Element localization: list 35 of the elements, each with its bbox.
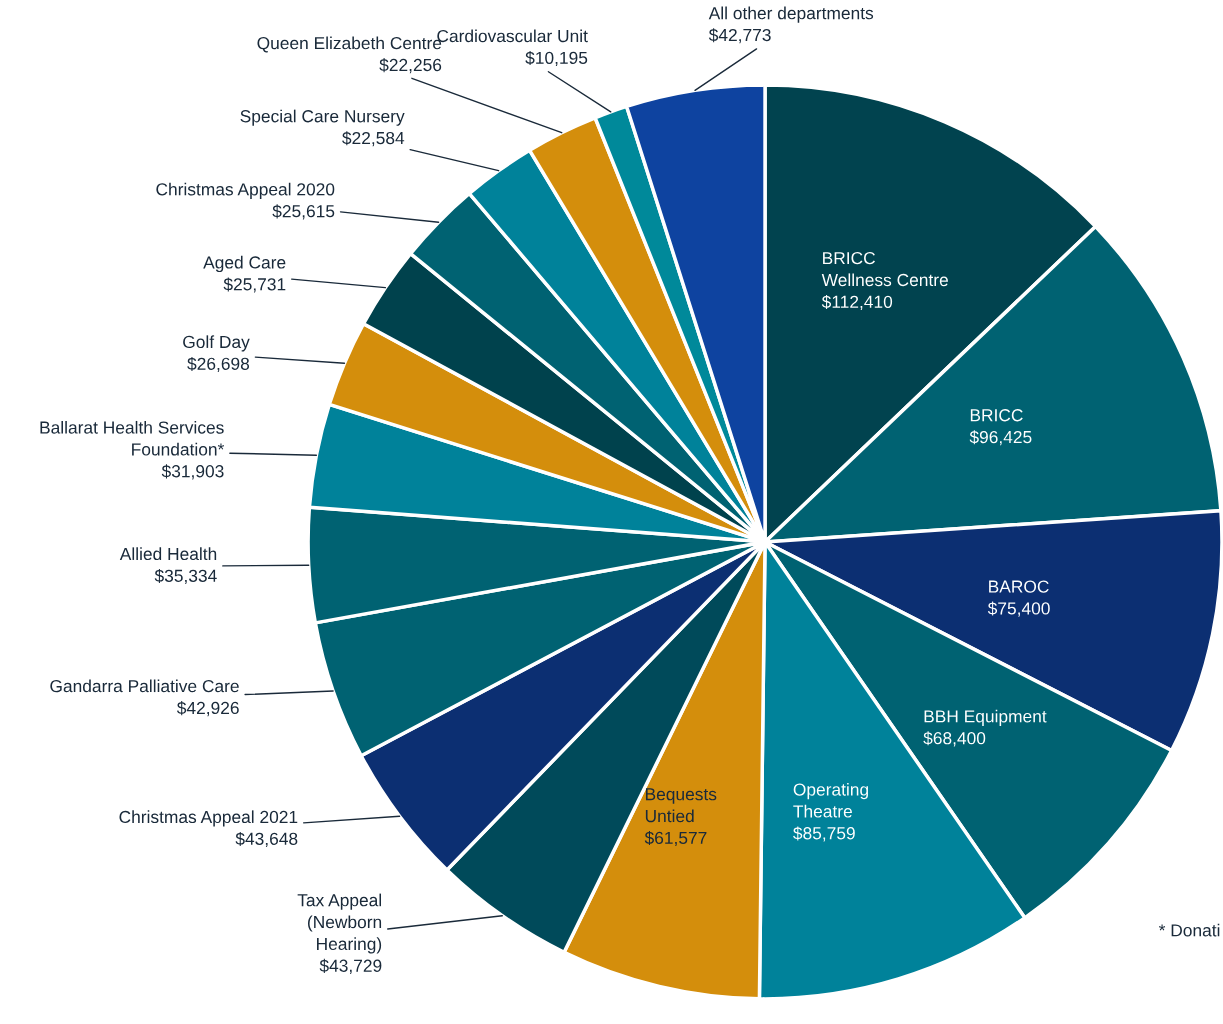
slice-label: Operating Theatre: [793, 782, 869, 818]
slice-label: Aged Care: [203, 255, 286, 273]
slice-label: Allied Health: [119, 547, 217, 561]
data-label: $43,648: [235, 831, 298, 847]
data-label: $25,731: [223, 277, 286, 293]
slice-label: Christmas Appeal 2020: [156, 182, 335, 199]
data-label: $25,615: [272, 204, 335, 220]
data-label: $31,903: [161, 464, 224, 480]
data-label: $112,410: [821, 294, 893, 311]
slice-label: Christmas Appeal 2021: [119, 810, 298, 827]
slice-label: BRICC: [970, 409, 1023, 422]
text: * Donati: [1158, 923, 1220, 937]
slice-label: All other departments: [708, 6, 874, 23]
data-label: $42,926: [176, 701, 239, 717]
data-label: $75,400: [987, 601, 1050, 617]
data-label: $22,256: [379, 58, 442, 74]
slice-label: BBH Equipment: [924, 709, 1047, 726]
data-label: $61,577: [644, 831, 707, 847]
data-label: $22,584: [342, 131, 405, 147]
data-label: $85,759: [793, 826, 855, 842]
data-label: $10,195: [525, 51, 588, 67]
slice-label: Gandarra Palliative Care: [50, 679, 239, 693]
data-label: $43,729: [319, 958, 382, 974]
data-label: $96,425: [969, 430, 1032, 446]
slice-label: Bequests Untied: [645, 788, 717, 823]
slice-label: Tax Appeal (Newborn Hearing): [297, 893, 382, 954]
data-label: $68,400: [923, 731, 986, 747]
slice-label: BAROC: [989, 580, 1049, 593]
data-label: $42,773: [708, 28, 771, 44]
slice-label: BRICC Wellness Centre: [821, 251, 948, 287]
slice-label: Golf Day: [183, 335, 250, 352]
slice-label: Ballarat Health Services Foundation*: [40, 420, 225, 456]
data-label: $35,334: [154, 568, 217, 584]
data-label: $26,698: [187, 356, 250, 372]
slice-label: Special Care Nursery: [240, 109, 405, 126]
